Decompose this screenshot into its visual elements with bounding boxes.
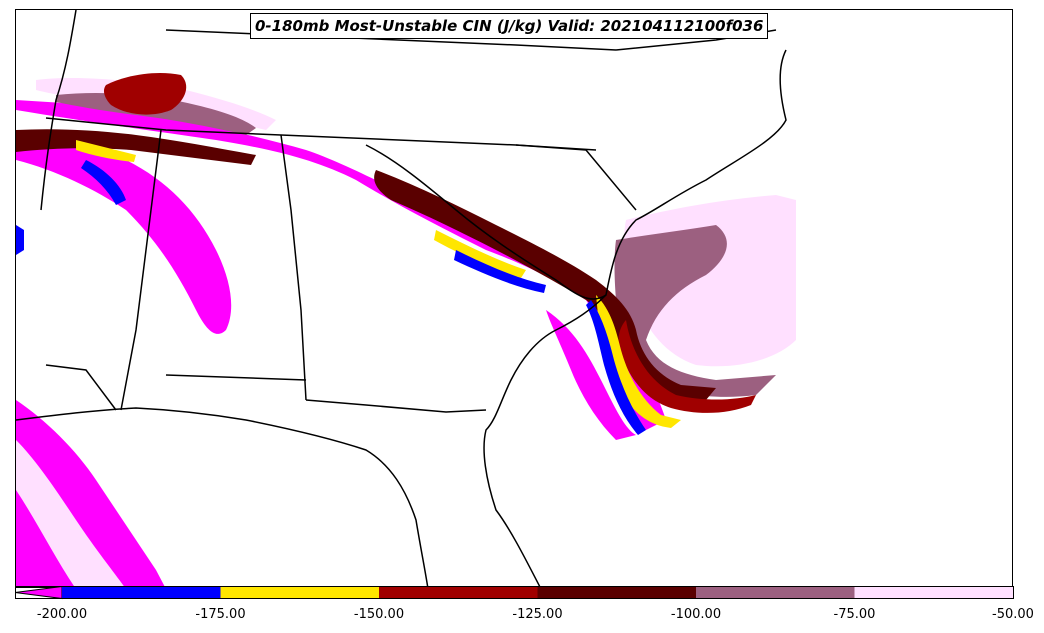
cin-field-yellow-band bbox=[434, 230, 526, 278]
state-border-ga-sc bbox=[365, 144, 607, 300]
colorbar-tick-label: -175.00 bbox=[195, 607, 246, 622]
colorbar-extend-min bbox=[15, 586, 63, 600]
colorbar-tick-label: -150.00 bbox=[353, 607, 405, 622]
colorbar-bin bbox=[537, 586, 696, 599]
colorbar-bin bbox=[854, 586, 1013, 599]
colorbar-bins bbox=[15, 586, 1013, 600]
colorbar-tick-label: -200.00 bbox=[36, 607, 88, 622]
cin-field-red-north bbox=[103, 73, 187, 115]
cin-field-mauve bbox=[614, 225, 776, 397]
cin-field-magenta-coast bbox=[546, 310, 636, 440]
colorbar-bin bbox=[220, 586, 379, 599]
state-border-fl-panhandle bbox=[165, 374, 307, 381]
colorbar-tick-label: -50.00 bbox=[992, 607, 1034, 622]
state-border-river bbox=[40, 10, 77, 211]
cin-field-magenta-west bbox=[16, 140, 232, 334]
map-panel bbox=[15, 9, 1013, 588]
state-border-al-ga bbox=[280, 134, 307, 401]
coastline-gulf bbox=[16, 407, 429, 587]
colorbar-outline bbox=[15, 586, 1014, 599]
cin-field-red bbox=[618, 320, 756, 413]
cin-map bbox=[16, 10, 796, 587]
cin-field-lightpink-sw bbox=[16, 440, 125, 587]
state-border-nc-sc bbox=[515, 144, 637, 211]
cin-field-blue bbox=[586, 300, 646, 435]
state-border-ms-la bbox=[45, 364, 117, 411]
colorbar-tick-label: -100.00 bbox=[670, 607, 722, 622]
cin-field-mauve-north bbox=[56, 93, 256, 135]
colorbar-tick-label: -75.00 bbox=[833, 607, 876, 622]
cin-field-layer bbox=[16, 73, 796, 587]
cin-field-blue-band bbox=[454, 250, 546, 293]
map-title: 0-180mb Most-Unstable CIN (J/kg) Valid: … bbox=[250, 13, 769, 39]
cin-field-blue-north bbox=[81, 160, 126, 205]
colorbar-bin bbox=[696, 586, 855, 599]
state-border-ms-al bbox=[120, 129, 162, 411]
state-border-ga-fl bbox=[305, 399, 487, 413]
colorbar-bin bbox=[62, 586, 221, 599]
colorbar-bin bbox=[379, 586, 538, 599]
colorbar bbox=[15, 586, 1014, 600]
colorbar-tick-label: -125.00 bbox=[512, 607, 563, 622]
cin-field-blue-west bbox=[16, 225, 24, 255]
coastline-atlantic bbox=[483, 49, 787, 587]
cin-field-darkred-north bbox=[16, 129, 256, 165]
cin-field-yellow-north bbox=[76, 140, 136, 162]
